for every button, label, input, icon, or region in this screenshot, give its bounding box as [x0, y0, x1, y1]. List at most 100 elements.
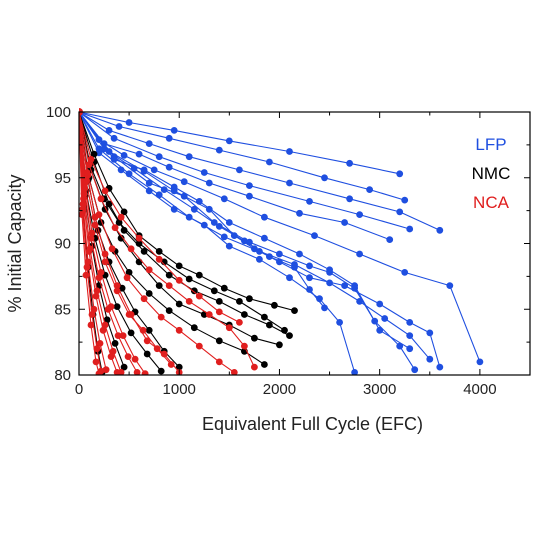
data-point-nca [230, 369, 238, 375]
data-point-nca [101, 187, 109, 195]
data-point-lfp [170, 183, 178, 191]
series-line-nca-cell-6 [79, 111, 255, 368]
data-point-lfp [185, 153, 193, 161]
data-point-lfp [236, 166, 243, 174]
y-tick-label: 95 [54, 170, 71, 187]
data-point-lfp [220, 233, 228, 241]
data-point-nca [79, 211, 86, 218]
data-point-lfp [351, 282, 358, 289]
plot-background [79, 112, 530, 375]
data-point-nca [95, 211, 103, 219]
data-point-lfp [296, 250, 303, 258]
data-point-nca [195, 292, 203, 300]
data-point-lfp [406, 345, 414, 353]
data-point-nca [141, 370, 149, 375]
data-point-lfp [225, 219, 233, 226]
data-point-nca [109, 347, 117, 355]
data-point-lfp [266, 158, 273, 166]
data-point-lfp [155, 153, 163, 161]
data-point-nca [80, 195, 87, 203]
data-point-lfp [165, 163, 173, 171]
data-point-lfp [220, 195, 228, 203]
series-line-lfp-cell-4 [79, 111, 410, 230]
data-point-lfp [356, 298, 363, 305]
data-point-lfp [170, 126, 178, 134]
data-point-lfp [306, 198, 313, 205]
data-point-lfp [200, 221, 208, 229]
data-point-lfp [145, 140, 153, 148]
data-point-lfp [115, 123, 123, 130]
data-point-nca [225, 324, 233, 332]
data-point-nmc [210, 287, 218, 295]
data-point-nmc [165, 307, 173, 314]
legend-entry-nca: NCA [473, 193, 510, 212]
data-point-nmc [145, 326, 153, 334]
axes: 0 1000 2000 3000 4000 80 85 90 95 100 [46, 104, 531, 398]
x-tick-label: 1000 [163, 381, 196, 398]
data-point-nca [88, 311, 96, 318]
data-point-lfp [401, 269, 409, 276]
data-point-nmc [160, 258, 168, 266]
data-point-lfp [230, 232, 238, 240]
data-point-nmc [246, 295, 253, 303]
data-point-nmc [120, 208, 128, 216]
x-tick-label: 2000 [263, 381, 296, 398]
data-point-lfp [215, 146, 223, 154]
data-point-lfp [195, 198, 203, 205]
data-point-nca [167, 361, 175, 368]
data-point-nmc [220, 284, 228, 292]
data-point-lfp [170, 205, 178, 213]
data-point-lfp [376, 326, 384, 334]
legend-entry-lfp: LFP [475, 135, 506, 154]
data-point-nca [113, 369, 121, 375]
data-point-lfp [306, 262, 313, 270]
data-point-lfp [436, 226, 444, 234]
data-point-lfp [406, 225, 414, 233]
data-point-nca [90, 305, 98, 313]
data-point-nca [155, 255, 163, 263]
data-point-nca [205, 311, 213, 318]
data-point-nmc [261, 313, 268, 321]
data-point-lfp [436, 363, 444, 371]
data-point-lfp [366, 186, 373, 194]
data-point-nmc [215, 298, 223, 305]
data-point-nca [87, 234, 95, 242]
data-point-lfp [396, 170, 404, 178]
series-line-lfp-cell-8 [79, 111, 441, 368]
data-point-lfp [165, 134, 173, 142]
data-point-nca [104, 305, 112, 313]
data-point-lfp [321, 174, 328, 182]
data-point-lfp [296, 209, 303, 217]
data-point-lfp [286, 274, 293, 282]
data-point-nca [160, 350, 168, 358]
data-point-nca [175, 326, 183, 334]
data-point-lfp [246, 192, 253, 200]
data-point-lfp [246, 182, 253, 190]
data-point-nca [165, 282, 173, 289]
series-nca [79, 111, 258, 375]
data-point-nmc [155, 248, 163, 255]
data-point-lfp [356, 211, 363, 219]
data-point-nca [153, 345, 161, 353]
data-point-lfp [326, 266, 333, 274]
data-point-nmc [125, 269, 133, 276]
data-point-nca [97, 367, 105, 375]
data-point-nca [175, 276, 183, 284]
data-point-lfp [341, 282, 348, 289]
data-point-nmc [111, 340, 119, 347]
series-line-lfp-cell-6 [79, 111, 481, 363]
y-tick-label: 85 [54, 301, 71, 318]
data-point-nca [185, 298, 193, 305]
data-point-lfp [381, 315, 389, 322]
data-point-nmc [105, 200, 113, 208]
data-point-nca [133, 369, 141, 375]
data-point-lfp [346, 195, 353, 203]
data-point-lfp [180, 192, 188, 200]
data-point-lfp [110, 134, 118, 142]
data-point-nca [83, 263, 91, 271]
data-point-nca [92, 292, 100, 300]
legend-entry-nmc: NMC [472, 164, 511, 183]
data-point-lfp [276, 250, 283, 258]
data-point-lfp [110, 155, 118, 163]
data-point-lfp [145, 179, 153, 187]
